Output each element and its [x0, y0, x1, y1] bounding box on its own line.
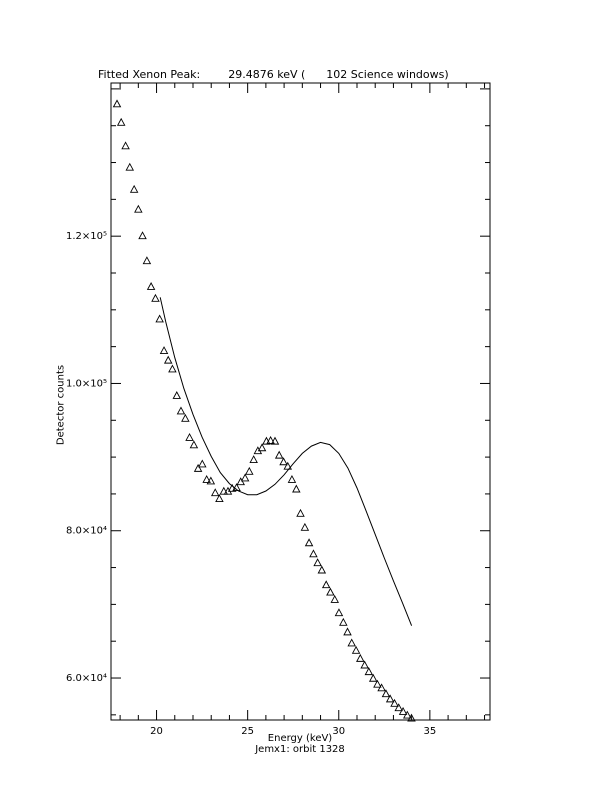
y-tick-label: 1.0×10⁵	[66, 378, 107, 389]
x-tick-label: 25	[241, 726, 254, 737]
data-point	[403, 710, 412, 719]
data-point	[215, 494, 224, 503]
data-point	[249, 455, 258, 463]
data-point	[168, 364, 177, 373]
y-tick-label: 8.0×10⁴	[66, 526, 107, 537]
data-point	[193, 463, 203, 472]
data-point	[163, 355, 173, 364]
data-point	[304, 538, 314, 547]
data-point	[321, 580, 331, 589]
data-point	[407, 713, 416, 722]
data-point	[125, 162, 135, 171]
data-point	[155, 314, 164, 323]
data-point	[279, 457, 288, 466]
data-point	[138, 231, 147, 240]
data-point	[287, 474, 297, 483]
data-point	[121, 141, 130, 150]
data-point	[232, 483, 241, 491]
data-point	[112, 99, 122, 108]
data-point	[210, 488, 220, 497]
data-point	[151, 293, 160, 302]
data-point	[202, 474, 211, 483]
data-point	[398, 706, 408, 715]
data-point	[300, 522, 310, 531]
x-tick-label: 20	[150, 726, 163, 737]
data-point	[266, 435, 275, 444]
data-point	[283, 461, 292, 470]
data-point	[116, 117, 126, 126]
data-point	[159, 346, 169, 355]
data-point	[176, 406, 186, 415]
data-point	[270, 436, 280, 445]
data-point	[385, 694, 395, 703]
data-point	[364, 667, 374, 676]
footer-caption: Jemx1: orbit 1328	[255, 744, 345, 755]
data-point	[309, 549, 318, 558]
data-point	[351, 645, 361, 654]
data-point	[129, 184, 139, 193]
data-point	[185, 433, 194, 441]
x-axis-label: Energy (keV)	[267, 733, 333, 744]
data-point	[292, 484, 301, 493]
data-point	[181, 413, 190, 422]
data-point	[134, 204, 143, 213]
data-point	[198, 459, 207, 468]
data-point	[245, 466, 254, 475]
data-point	[172, 391, 182, 399]
data-point	[377, 683, 386, 692]
data-point	[313, 558, 322, 567]
data-point	[189, 440, 199, 449]
data-point	[330, 595, 340, 603]
data-point	[317, 565, 327, 574]
data-point	[343, 627, 352, 636]
data-point	[274, 450, 284, 459]
data-point	[257, 443, 267, 452]
data-point	[146, 282, 156, 290]
chart-title: Fitted Xenon Peak: 29.4876 keV ( 102 Sci…	[98, 68, 449, 81]
fit-curve	[159, 297, 413, 626]
data-point	[356, 653, 365, 662]
data-point	[296, 508, 305, 517]
data-point	[390, 698, 399, 707]
data-point	[334, 608, 344, 617]
data-point	[206, 476, 216, 485]
x-tick-label: 35	[424, 726, 437, 737]
data-point	[219, 486, 229, 495]
data-point	[360, 660, 369, 669]
data-point	[373, 679, 382, 688]
data-point	[339, 617, 348, 626]
data-point	[368, 673, 378, 682]
y-tick-label: 6.0×10⁴	[66, 673, 107, 684]
data-point	[326, 587, 335, 596]
data-point	[381, 689, 391, 698]
data-point	[142, 256, 152, 265]
data-point	[347, 638, 356, 647]
plot-frame	[110, 82, 491, 721]
data-point	[394, 703, 403, 712]
y-tick-label: 1.2×10⁵	[66, 231, 107, 242]
data-point	[240, 473, 250, 482]
x-tick-label: 30	[332, 726, 345, 737]
